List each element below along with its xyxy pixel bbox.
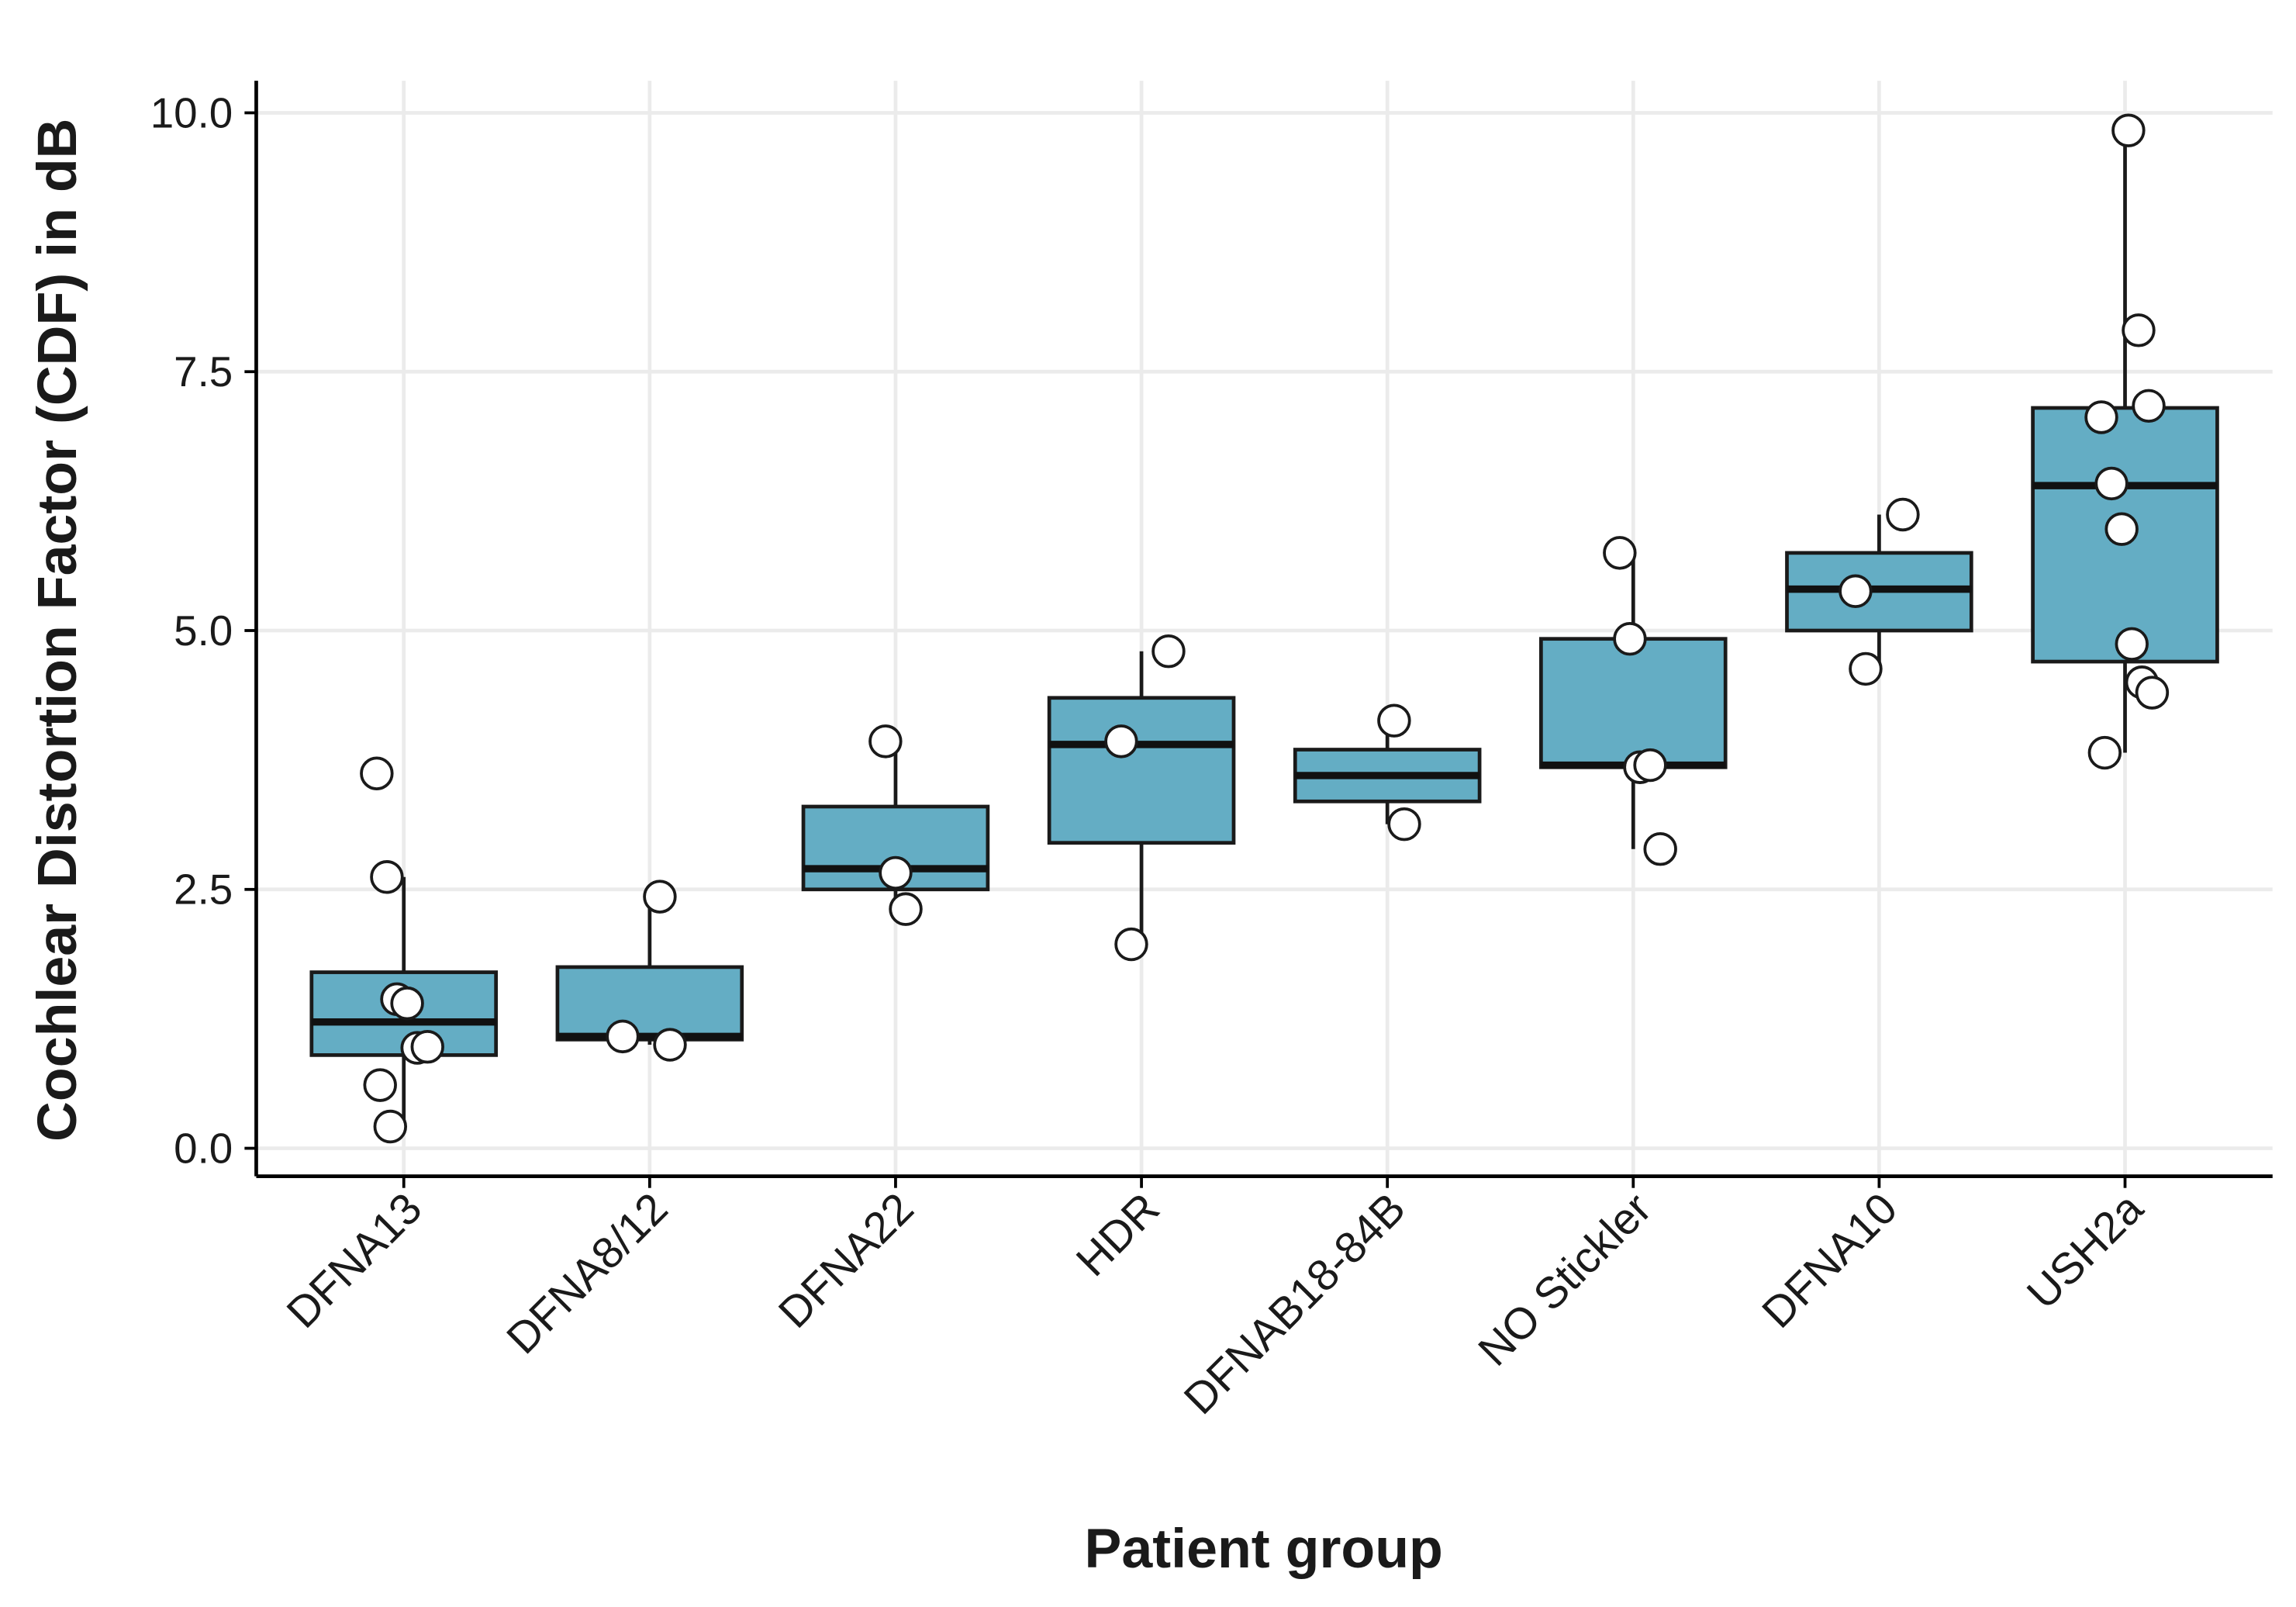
y-tick-label: 0.0 <box>174 1124 233 1172</box>
point <box>2104 512 2139 546</box>
point <box>370 860 404 894</box>
x-tick-label: NO Stickler <box>1469 1184 1661 1376</box>
point <box>879 855 913 890</box>
point <box>606 1019 640 1054</box>
x-tick-label: DFNA22 <box>769 1184 923 1338</box>
y-tick-label: 2.5 <box>174 866 233 914</box>
x-tick-label: DFNA13 <box>278 1184 431 1338</box>
point <box>2115 627 2149 662</box>
point <box>2084 400 2118 434</box>
point <box>1104 724 1138 759</box>
x-tick-label: DFNAB18-84B <box>1175 1184 1414 1424</box>
point <box>1643 831 1677 866</box>
y-tick-label: 7.5 <box>174 347 233 396</box>
x-tick-label: DFNA10 <box>1753 1184 1907 1338</box>
point <box>363 1068 397 1102</box>
point <box>360 756 394 790</box>
box <box>1539 637 1728 769</box>
box <box>1047 696 1236 845</box>
point <box>1114 927 1148 962</box>
point <box>1849 651 1883 686</box>
point <box>2094 466 2129 501</box>
x-tick-label: USH2a <box>2018 1184 2153 1318</box>
x-tick-label: DFNA8/12 <box>498 1184 678 1364</box>
y-tick-label: 5.0 <box>174 607 233 655</box>
point <box>889 892 923 926</box>
point <box>410 1029 444 1064</box>
y-tick-label: 10.0 <box>150 88 233 137</box>
point <box>643 880 677 914</box>
point <box>373 1109 408 1144</box>
x-axis-title: Patient group <box>1084 1518 1442 1580</box>
point <box>2135 676 2170 710</box>
point <box>868 724 903 759</box>
point <box>1839 574 1873 608</box>
point <box>1603 536 1637 570</box>
point <box>2111 113 2146 147</box>
point <box>1377 703 1411 738</box>
point <box>2087 735 2122 770</box>
point <box>2122 313 2156 347</box>
y-axis-title: Cochlear Distortion Factor (CDF) in dB <box>26 119 88 1142</box>
point <box>2132 389 2166 423</box>
box <box>555 965 744 1042</box>
point <box>1886 497 1920 532</box>
point <box>1151 634 1186 669</box>
point <box>653 1028 687 1062</box>
point <box>390 986 424 1021</box>
point <box>1613 621 1647 656</box>
point <box>1633 748 1667 783</box>
x-tick-label: HDR <box>1067 1184 1169 1286</box>
point <box>1387 807 1421 842</box>
